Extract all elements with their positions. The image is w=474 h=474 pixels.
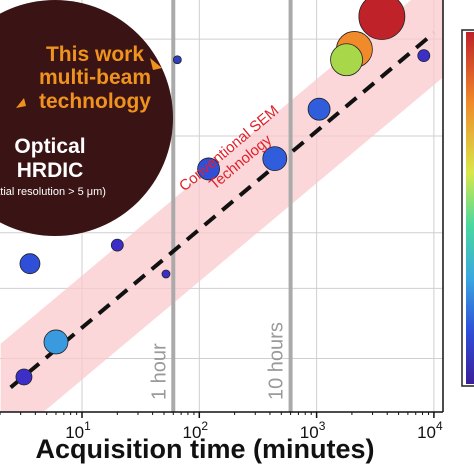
- x-tick-base: 10: [417, 423, 436, 442]
- optical-hrdic-region: [0, 0, 173, 236]
- reference-label-group: 1 hour: [148, 343, 170, 400]
- data-point: [43, 329, 69, 355]
- data-point: [197, 157, 220, 181]
- x-tick-exponent: 2: [201, 419, 208, 433]
- data-point: [417, 49, 431, 63]
- reference-line-labels: 1 hour 10 hours: [148, 322, 287, 400]
- data-point: [358, 0, 406, 40]
- x-tick-label: 103: [300, 419, 326, 442]
- data-point: [307, 97, 331, 121]
- sem-band-fill: [0, 0, 443, 412]
- sem-technology-band: [0, 0, 443, 412]
- colorbar: [461, 29, 474, 387]
- trend-line-dashed: [9, 31, 436, 389]
- reference-lines: [171, 0, 293, 412]
- x-tick-label: 102: [182, 419, 208, 442]
- colorbar-frame: [461, 29, 474, 387]
- data-point: [110, 238, 124, 252]
- x-axis-ticks: 101 102 103 104: [0, 412, 443, 442]
- reference-line-label: 10 hours: [266, 322, 288, 400]
- x-tick-base: 10: [65, 423, 84, 442]
- data-point: [15, 368, 33, 386]
- x-tick-label: 104: [417, 419, 443, 442]
- reference-label-group: 10 hours: [266, 322, 288, 400]
- optical-label-line2: HRDIC: [17, 159, 84, 182]
- x-axis-title: Acquisition time (minutes): [35, 434, 374, 464]
- data-point: [330, 43, 363, 77]
- data-point: [172, 55, 182, 65]
- this-work-arrow-right: [150, 58, 162, 70]
- x-tick-label: 101: [65, 419, 91, 442]
- data-points: [15, 0, 431, 386]
- data-point: [19, 253, 41, 275]
- reference-line-label: 1 hour: [148, 343, 170, 400]
- this-work-arrow-left: [16, 98, 26, 108]
- colorbar-fill: [466, 32, 474, 384]
- this-work-label-line3: technology: [39, 90, 151, 113]
- this-work-label-line1: This work: [46, 43, 144, 66]
- x-tick-exponent: 4: [436, 419, 443, 433]
- data-point: [262, 146, 288, 172]
- x-tick-base: 10: [182, 423, 201, 442]
- data-point: [161, 269, 171, 279]
- x-tick-exponent: 1: [84, 419, 91, 433]
- optical-note: patial resolution > 5 μm): [0, 186, 106, 198]
- x-tick-base: 10: [300, 423, 319, 442]
- x-tick-exponent: 3: [319, 419, 326, 433]
- trend-line: [9, 31, 436, 389]
- optical-label-line1: Optical: [14, 135, 85, 158]
- optical-hrdic-circle: [0, 0, 173, 236]
- this-work-label-line2: multi-beam: [39, 66, 151, 89]
